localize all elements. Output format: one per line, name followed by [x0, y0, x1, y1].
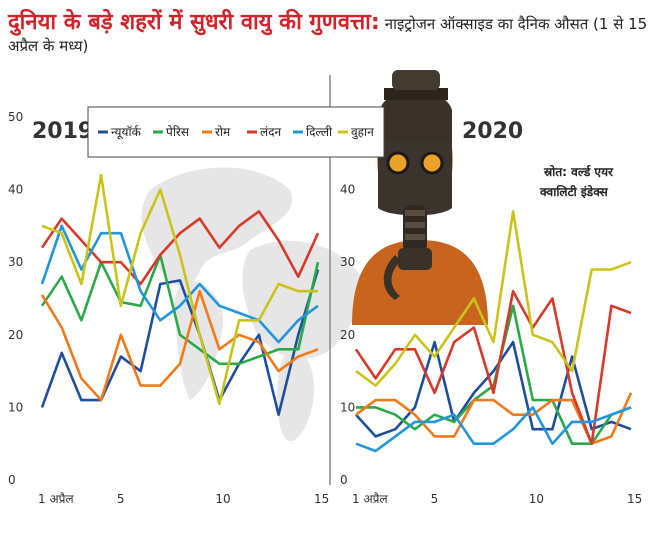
source-line-1: स्रोत: वर्ल्ड एयर: [543, 165, 614, 179]
x-tick-label: 15: [627, 492, 642, 506]
year-label-2020: 2020: [462, 119, 523, 144]
gas-mask-illustration: [352, 70, 488, 325]
source-line-2: क्वालिटी इंडेक्स: [539, 185, 609, 199]
legend-box: [87, 106, 385, 158]
x-tick-label: 1 अप्रैल: [352, 492, 388, 506]
series-line-wuhan-2019: [41, 173, 318, 406]
series-line-wuhan-2020: [355, 210, 632, 387]
y-tick-label: 10: [8, 400, 23, 414]
y-tick-label: 10: [340, 400, 355, 414]
legend-label-paris: पेरिस: [166, 125, 190, 139]
y-tick-label: 40: [340, 183, 355, 197]
series-line-delhi-2019: [40, 224, 319, 344]
series-line-newyork-2019: [40, 269, 320, 417]
x-tick-label: 10: [215, 492, 230, 506]
y-tick-label: 20: [8, 328, 23, 342]
chart-header: दुनिया के बड़े शहरों में सुधरी वायु की ग…: [8, 6, 648, 66]
y-tick-label: 40: [8, 183, 23, 197]
chart-subtitle: नाइट्रोजन ऑक्साइड का दैनिक औसत (1 से 15 …: [8, 15, 648, 55]
series-2020: [354, 210, 633, 453]
x-tick-label: 5: [117, 492, 125, 506]
legend-label-rome: रोम: [215, 125, 231, 139]
legend: न्यूयॉर्क पेरिस रोम लंदन दिल्ली वुहान: [98, 125, 374, 140]
world-map-illustration: [141, 167, 363, 442]
x-tick-label: 15: [314, 492, 329, 506]
y-tick-label: 50: [8, 110, 23, 124]
series-2019: [40, 173, 320, 417]
legend-label-delhi: दिल्ली: [306, 125, 333, 139]
series-line-paris-2020: [356, 304, 632, 446]
legend-label-wuhan: वुहान: [351, 125, 374, 140]
series-line-rome-2019: [40, 289, 319, 402]
y-tick-label: 30: [8, 255, 23, 269]
series-line-london-2020: [354, 289, 632, 446]
x-tick-label: 10: [529, 492, 544, 506]
y-tick-label: 30: [340, 255, 355, 269]
x-axis-ticks-2019: 1 अप्रैल 5 10 15: [38, 492, 329, 506]
chart-title: दुनिया के बड़े शहरों में सुधरी वायु की ग…: [8, 10, 380, 35]
x-axis-ticks-2020: 1 अप्रैल 5 10 15: [352, 492, 642, 506]
legend-label-newyork: न्यूयॉर्क: [111, 125, 142, 140]
y-tick-label: 20: [340, 328, 355, 342]
series-line-delhi-2020: [355, 406, 632, 453]
y-tick-label: 0: [8, 473, 16, 487]
y-axis-ticks: 0 10 20 30 40 50: [8, 110, 23, 487]
series-line-newyork-2020: [355, 340, 632, 438]
series-line-paris-2019: [40, 253, 320, 366]
legend-label-london: लंदन: [260, 125, 282, 139]
y-tick-label: 0: [340, 473, 348, 487]
x-tick-label: 1 अप्रैल: [38, 492, 74, 506]
x-tick-label: 5: [431, 492, 439, 506]
year-label-2019: 2019: [32, 119, 93, 144]
